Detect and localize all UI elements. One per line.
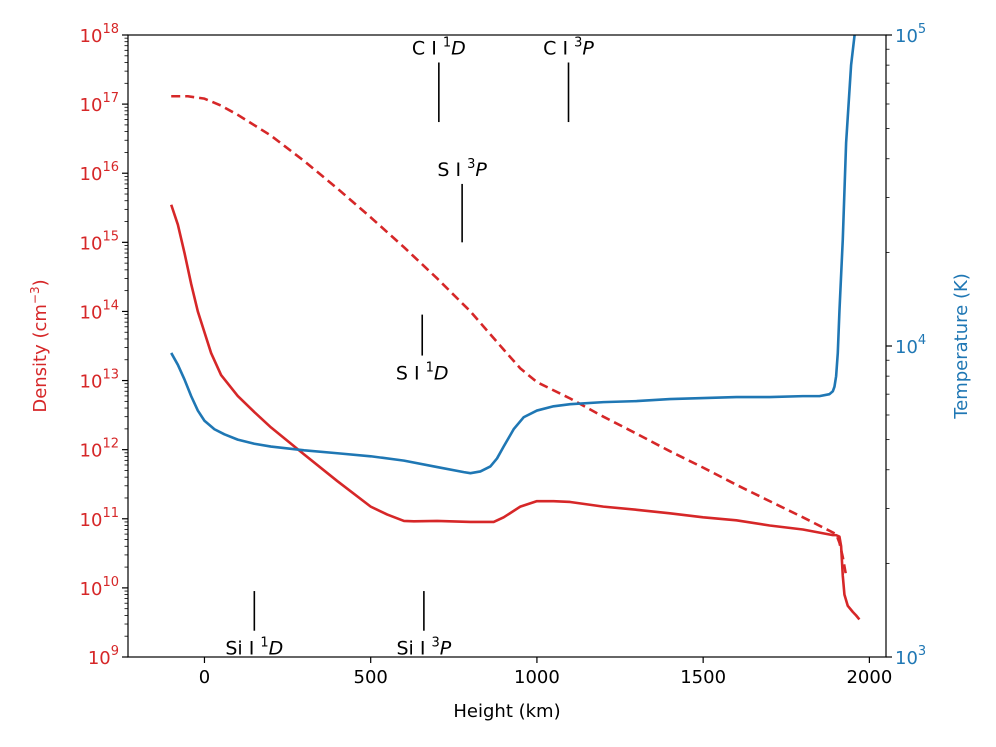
total-hydrogen-density-line [171, 94, 848, 576]
annotation-label: S I 1D [396, 361, 449, 385]
electron-density-line [169, 204, 861, 621]
tick-layer: 0 500 1000 1500 2000 109 1010 1011 1012 1013 1014 1… [80, 22, 927, 688]
left-tick-label: 1014 [80, 298, 119, 323]
left-y-axis-title: Density (cm−3) [28, 279, 51, 412]
annotation-label: Si I 3P [396, 636, 451, 660]
annotation: Si I 3P [396, 591, 452, 660]
series-layer [169, 35, 861, 621]
left-y-axis-title-close: ) [30, 279, 51, 286]
annotation-label: C I 3P [543, 36, 594, 60]
x-tick-label: 500 [354, 667, 388, 688]
right-y-axis-title: Temperature (K) [951, 273, 972, 420]
annotation: Si I 1D [225, 591, 283, 660]
annotation-layer: C I 1D C I 3P S I 3P S I 1D Si I 1D Si I 3P [225, 36, 594, 660]
x-tick-label: 1000 [514, 667, 560, 688]
left-tick-label: 1012 [80, 437, 119, 462]
annotation: S I 3P [437, 157, 487, 243]
x-tick-label: 2000 [846, 667, 892, 688]
left-tick-label: 1010 [80, 575, 119, 600]
x-tick-label: 1500 [680, 667, 726, 688]
series-group [169, 35, 861, 621]
annotation-label: Si I 1D [225, 636, 283, 660]
left-y-axis-title-text: Density (cm [30, 304, 51, 413]
left-tick-label: 1011 [80, 506, 119, 531]
right-tick-label: 103 [895, 644, 926, 669]
right-tick-label: 104 [895, 333, 926, 358]
temperature-line [170, 35, 856, 475]
x-axis-title: Height (km) [453, 701, 560, 722]
plot-frame [127, 34, 887, 658]
left-tick-label: 1016 [80, 160, 119, 185]
annotation-label: S I 3P [437, 157, 487, 181]
left-tick-label: 1013 [80, 368, 119, 393]
annotation: C I 1D [412, 36, 466, 123]
annotation: S I 1D [396, 314, 449, 385]
annotation: C I 3P [543, 36, 594, 123]
left-y-axis-title-sup: −3 [28, 286, 42, 304]
left-tick-label: 1017 [80, 91, 119, 116]
annotation-label: C I 1D [412, 36, 466, 60]
left-tick-label: 109 [88, 644, 119, 669]
x-tick-label: 0 [199, 667, 210, 688]
left-tick-label: 1018 [80, 22, 119, 47]
left-tick-label: 1015 [80, 229, 119, 254]
right-tick-label: 105 [895, 22, 926, 47]
